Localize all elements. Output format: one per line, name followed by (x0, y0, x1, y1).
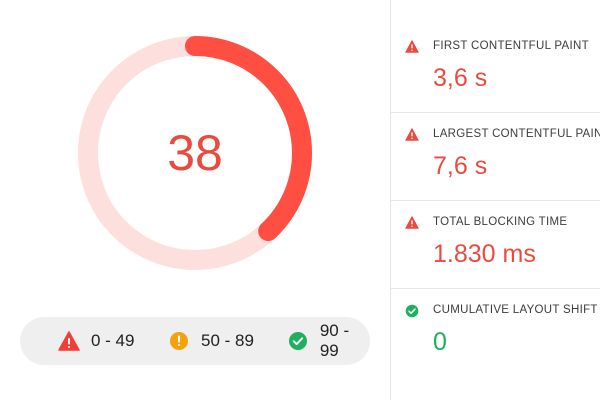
metric-label: FIRST CONTENTFUL PAINT (433, 40, 589, 52)
metric-value: 0 (433, 328, 447, 356)
metric-largest-contentful-paint: LARGEST CONTENTFUL PAINT 7,6 s (391, 88, 600, 180)
score-value: 38 (167, 125, 223, 181)
warning-triangle-icon (405, 216, 419, 230)
metric-first-contentful-paint: FIRST CONTENTFUL PAINT 3,6 s (391, 0, 600, 92)
metric-value: 7,6 s (433, 152, 488, 180)
legend-item-average: 50 - 89 (168, 317, 254, 365)
metric-value: 3,6 s (433, 64, 488, 92)
metric-separator (391, 288, 600, 289)
score-legend: 0 - 49 50 - 89 90 - 99 (20, 317, 370, 365)
metric-label: LARGEST CONTENTFUL PAINT (433, 128, 600, 140)
score-gauge-ring (78, 36, 312, 270)
metric-label: TOTAL BLOCKING TIME (433, 216, 568, 228)
warning-triangle-icon (405, 40, 419, 54)
legend-item-pass: 90 - 99 (288, 317, 370, 365)
metric-total-blocking-time: TOTAL BLOCKING TIME 1.830 ms (391, 176, 600, 268)
red-triangle-warning-icon (58, 330, 80, 352)
orange-circle-warning-icon (168, 330, 190, 352)
legend-average-label: 50 - 89 (201, 331, 254, 350)
green-circle-check-icon (288, 330, 309, 352)
metric-value: 1.830 ms (433, 240, 536, 268)
metric-label: CUMULATIVE LAYOUT SHIFT (433, 304, 598, 316)
panel-divider (390, 0, 391, 400)
warning-triangle-icon (405, 128, 419, 142)
legend-pass-label: 90 - 99 (319, 321, 350, 360)
legend-item-fail: 0 - 49 (58, 317, 134, 365)
metric-separator (391, 112, 600, 113)
gauge-arc (78, 36, 312, 270)
legend-fail-label: 0 - 49 (91, 331, 135, 350)
check-circle-icon (405, 304, 419, 318)
score-gauge: 38 (78, 36, 312, 270)
metric-separator (391, 200, 600, 201)
metric-cumulative-layout-shift: CUMULATIVE LAYOUT SHIFT 0 (391, 264, 600, 356)
